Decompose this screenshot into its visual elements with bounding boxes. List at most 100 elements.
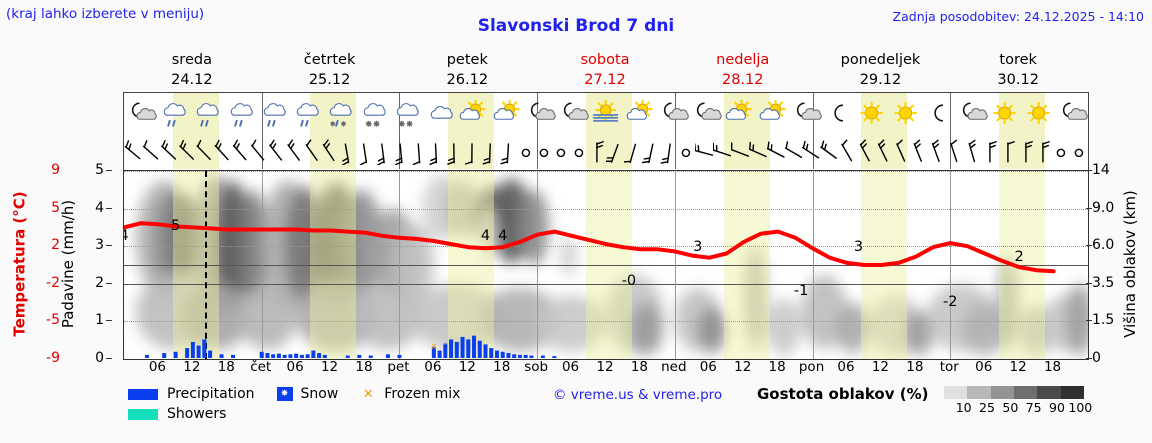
sun-icon — [988, 96, 1021, 132]
sun-cloud-icon — [623, 96, 656, 132]
wind-barb-icon — [356, 135, 374, 169]
h-gridline-2 — [124, 246, 1088, 248]
moon-cloud-icon — [656, 96, 689, 132]
cloud-rain-icon — [257, 96, 290, 132]
h-gridline-1 — [124, 208, 1088, 210]
wind-barb-icon — [1052, 135, 1070, 169]
x-tick-15: ned — [661, 359, 687, 375]
wind-barb-icon — [285, 135, 303, 169]
sun-icon — [889, 96, 922, 132]
x-tick-3: čet — [250, 359, 272, 375]
temperature-value-label: 2 — [1014, 249, 1024, 266]
moon-cloud-icon — [523, 96, 556, 132]
moon-icon — [922, 96, 955, 132]
cloud-density-step-0 — [944, 386, 968, 399]
day-name: ponedeljek — [840, 52, 921, 68]
x-tick-11: sob — [524, 359, 549, 375]
day-date: 26.12 — [446, 72, 489, 88]
legend-frozen-mix-label: Frozen mix — [384, 386, 461, 402]
page-title: Slavonski Brod 7 dni — [477, 16, 675, 36]
x-tick-4: 06 — [286, 359, 304, 375]
wind-barb-icon — [588, 135, 606, 169]
moon-cloud-icon — [955, 96, 988, 132]
wind-barb-icon — [178, 135, 196, 169]
v-gridline-day-6 — [950, 171, 952, 359]
cloud-density-title: Gostota oblakov (%) — [757, 385, 929, 403]
svg-text:*: * — [466, 342, 471, 352]
x-tick-5: 12 — [320, 359, 339, 375]
temperature-value-label: 4 — [480, 228, 491, 245]
x-tick-20: 06 — [837, 359, 855, 375]
showers-swatch — [128, 408, 158, 420]
wind-barb-icon — [427, 135, 445, 169]
svg-text:*: * — [443, 342, 448, 352]
svg-text:x: x — [431, 342, 437, 352]
x-tick-18: 18 — [768, 359, 786, 375]
wind-barb-icon — [570, 135, 588, 169]
moon-cloud-icon — [689, 96, 722, 132]
wind-barb-icon — [927, 135, 945, 169]
wind-barb-icon — [766, 135, 785, 169]
wind-barb-icon — [160, 135, 178, 169]
precipitation-tick-3: 2 — [95, 274, 104, 291]
precipitation-tick-5: 0 — [95, 350, 104, 366]
wind-barb-icon — [999, 135, 1017, 169]
cloud-density-colorbar — [944, 386, 1084, 399]
temperature-value-label: 5 — [171, 217, 181, 234]
x-tick-2: 18 — [217, 359, 235, 375]
sun-icon — [1022, 96, 1055, 132]
forecast-icon-strip — [123, 92, 1089, 172]
moon-cloud-icon — [556, 96, 589, 132]
day-date: 24.12 — [171, 72, 213, 88]
daylight-band-6 — [999, 135, 1045, 169]
x-tick-24: 06 — [975, 359, 993, 375]
wind-barb-icon — [660, 135, 678, 169]
precipitation-axis-title: Padavine (mm/h) — [59, 199, 78, 329]
x-tick-0: 06 — [148, 359, 167, 375]
x-tick-7: pet — [387, 359, 410, 375]
day-name: petek — [446, 52, 488, 68]
wind-barb-icon — [784, 135, 803, 169]
v-gridline-day-4 — [674, 171, 676, 359]
svg-text:*: * — [455, 342, 460, 352]
day-date: 29.12 — [859, 72, 902, 88]
precipitation-tick-0: 5 — [95, 162, 104, 178]
wind-barb-icon — [320, 135, 338, 169]
wind-barb-icon — [410, 135, 428, 169]
x-tick-21: 12 — [871, 359, 890, 375]
right-axis-tickmark-2 — [1086, 245, 1092, 247]
right-axis-tickmark-1 — [1086, 207, 1092, 209]
plot-inner: x****4544-03-13-22-31-52-3 — [124, 171, 1088, 359]
day-separator-1 — [261, 135, 263, 169]
legend-snow: ✸ Snow — [276, 386, 339, 402]
legend-snow-label: Snow — [300, 386, 339, 402]
cloud-rain-icon — [224, 96, 257, 132]
v-gridline-day-3 — [537, 171, 539, 359]
cloud-snow-icon — [390, 96, 423, 132]
x-tick-8: 06 — [424, 359, 442, 375]
cloud-snow-icon — [357, 96, 390, 132]
wind-barb-icon — [231, 135, 249, 169]
sun-cloud-icon — [490, 96, 523, 132]
wind-barb-icon — [142, 135, 160, 169]
day-header-3: sobota 27.12 — [536, 48, 674, 92]
legend-showers: Showers — [128, 406, 226, 422]
temperature-value-label: 4 — [498, 228, 508, 245]
copyright-link[interactable]: © vreme.us & vreme.pro — [553, 387, 723, 403]
legend-showers-label: Showers — [167, 406, 227, 422]
sun-cloud-icon — [722, 96, 755, 132]
last-update-label: Zadnja posodobitev: 24.12.2025 - 14:10 — [892, 9, 1144, 24]
cloud-density-step-2 — [990, 386, 1014, 399]
cloud-density-scale-labels: 10 25 50 75 90 100 — [938, 400, 1093, 416]
v-gridline-day-1 — [261, 171, 263, 359]
legend-precipitation: Precipitation — [128, 386, 255, 402]
day-name: četrtek — [303, 52, 356, 68]
temperature-tick-3: -2 — [46, 274, 60, 291]
wind-barb-icon — [1034, 135, 1052, 169]
wind-barb-icon — [499, 135, 517, 169]
svg-text:*: * — [478, 342, 483, 352]
wind-barb-icon — [963, 135, 981, 169]
left-axis-tickmark-5 — [106, 358, 112, 359]
precipitation-tick-2: 3 — [95, 237, 104, 254]
h-gridline-4 — [124, 321, 1088, 323]
